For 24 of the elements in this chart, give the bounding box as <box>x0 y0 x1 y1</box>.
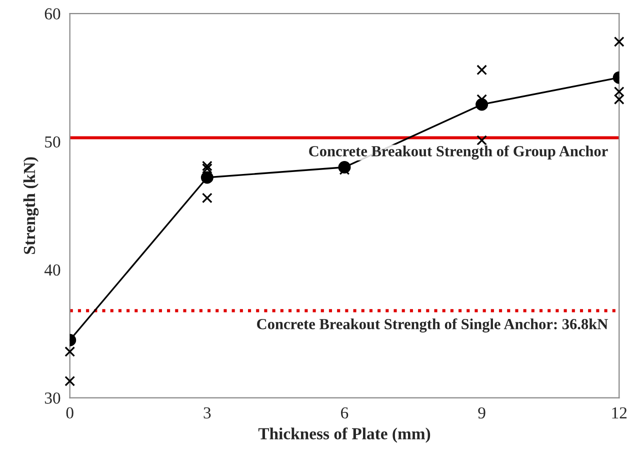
ref-line-label: Concrete Breakout Strength of Single Anchor: 36.8kN <box>257 318 608 332</box>
point <box>200 171 214 184</box>
y-tick-label: 60 <box>44 8 60 20</box>
point <box>202 192 212 204</box>
x-axis-title: Thickness of Plate (mm) <box>258 427 430 443</box>
x-tick-label: 9 <box>478 407 486 419</box>
y-axis-title: Strength (kN) <box>23 157 39 254</box>
x-tick-label: 3 <box>204 407 211 419</box>
x-tick-label: 6 <box>341 407 348 419</box>
point <box>476 64 488 76</box>
point <box>614 94 624 105</box>
point <box>476 135 488 146</box>
point <box>64 346 76 357</box>
point <box>64 376 76 386</box>
point <box>614 36 624 47</box>
x-tick-label: 12 <box>612 407 627 418</box>
point <box>614 86 624 97</box>
y-tick-label: 50 <box>45 136 60 148</box>
x-tick-label: 0 <box>66 407 74 419</box>
y-tick-label: 40 <box>44 264 60 276</box>
y-tick-label: 30 <box>44 392 60 404</box>
point <box>202 160 212 172</box>
ref-line-label: Concrete Breakout Strength of Group Anchor <box>309 145 608 160</box>
point <box>202 163 212 174</box>
